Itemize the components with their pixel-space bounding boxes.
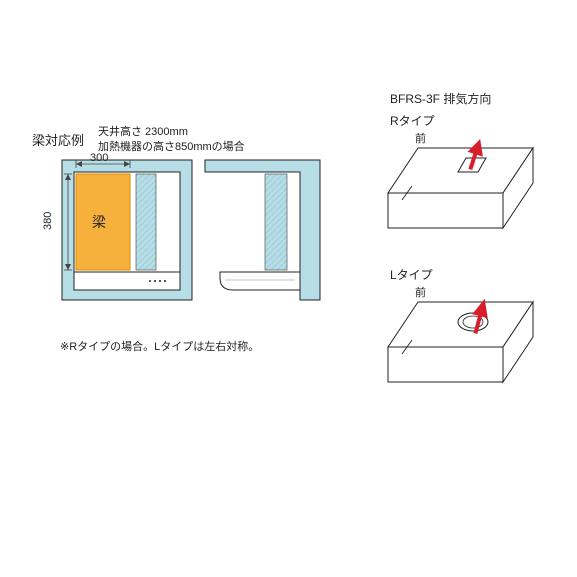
beam-diagram-svg (30, 150, 330, 340)
dim-width-300: 300 (90, 152, 108, 164)
r-front-label: 前 (415, 130, 426, 146)
dim-height-380: 380 (42, 212, 54, 230)
spec-line-1: 天井高さ 2300mm (98, 123, 188, 139)
beam-label: 梁 (92, 212, 106, 232)
r-type-box-svg (378, 118, 553, 258)
beam-example-title: 梁対応例 (32, 130, 84, 149)
diagram-note: ※Rタイプの場合。Lタイプは左右対称。 (60, 338, 259, 354)
l-type-box-svg (378, 272, 553, 412)
exhaust-direction-header: BFRS-3F 排気方向 (390, 90, 491, 107)
l-front-label: 前 (415, 284, 426, 300)
